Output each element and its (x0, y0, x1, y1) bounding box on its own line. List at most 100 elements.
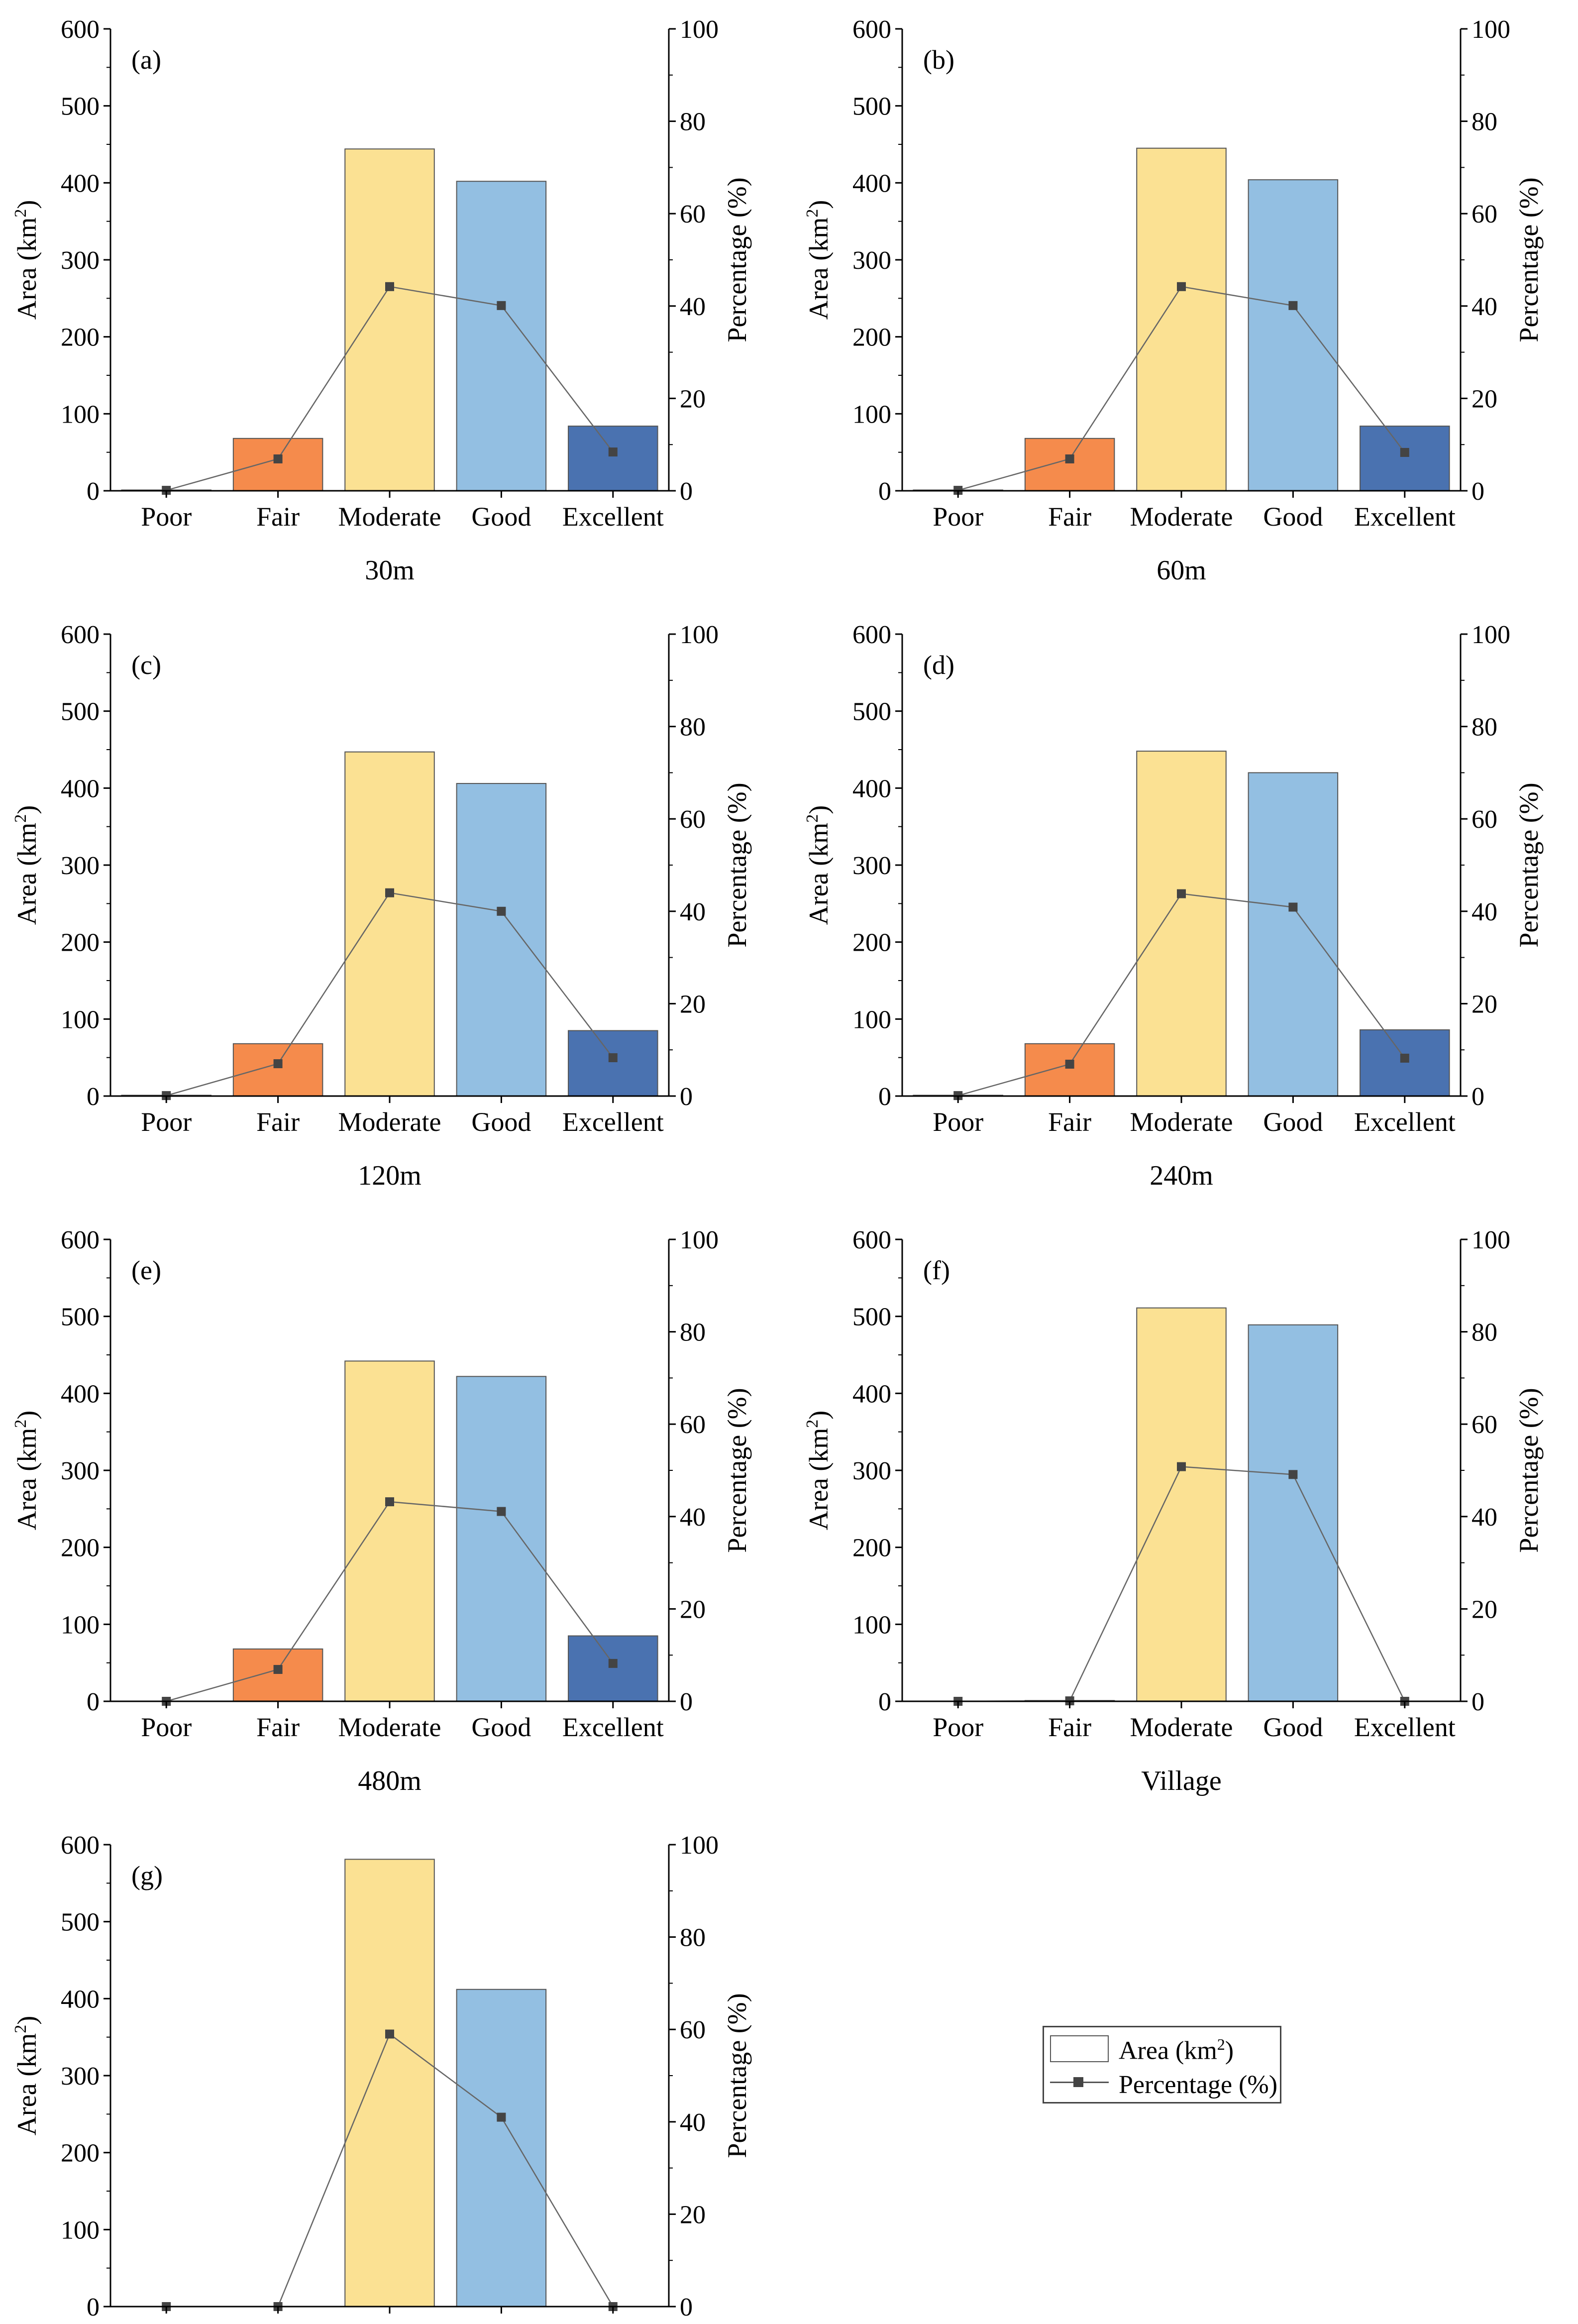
bar-excellent (1360, 426, 1450, 492)
percentage-point-good (1288, 1470, 1298, 1479)
bar-fair (232, 438, 323, 491)
x-tick-label-fair: Fair (256, 502, 300, 532)
right-tick-label: 80 (1472, 1319, 1497, 1347)
x-tick-label-moderate: Moderate (338, 1107, 441, 1137)
percentage-point-fair (1065, 1059, 1074, 1069)
right-tick-label: 0 (680, 2293, 693, 2322)
left-tick-label: 400 (61, 1985, 100, 2013)
left-tick-label: 600 (61, 621, 100, 649)
left-tick-label: 200 (61, 324, 100, 352)
left-tick-label: 200 (61, 2139, 100, 2168)
x-tick-label-excellent: Excellent (562, 502, 664, 532)
legend-entry-area: Area (km2) (1044, 2031, 1280, 2066)
bar-moderate (1136, 147, 1227, 491)
x-tick-label-fair: Fair (1048, 1107, 1091, 1137)
bar-fair (232, 1648, 323, 1702)
left-tick-label: 100 (61, 1005, 100, 1034)
left-tick-label: 300 (61, 852, 100, 880)
left-tick-label: 300 (852, 852, 891, 880)
right-tick-label: 80 (680, 713, 706, 742)
left-axis-title: Area (km2) (803, 1411, 834, 1530)
right-tick-label: 0 (1472, 1688, 1484, 1716)
left-tick-label: 600 (852, 621, 891, 649)
left-axis-title: Area (km2) (803, 200, 834, 320)
x-tick-label-excellent: Excellent (1354, 502, 1456, 532)
panel-caption: 480m (358, 1766, 421, 1796)
x-tick-label-fair: Fair (1048, 502, 1091, 532)
left-tick-label: 500 (852, 1303, 891, 1331)
left-tick-label: 0 (87, 2293, 100, 2322)
left-tick-label: 100 (61, 1611, 100, 1639)
left-tick-label: 100 (61, 400, 100, 429)
left-axis-title: Area (km2) (11, 1411, 42, 1530)
chart-panel-6: 0 100 200 300 400 500 600 0 20 40 60 80 100 (g) Area (… (11, 1831, 752, 2322)
left-tick-label: 0 (878, 1688, 891, 1716)
left-tick-label: 600 (852, 15, 891, 44)
panel-label: (a) (131, 45, 161, 75)
left-tick-label: 400 (852, 1380, 891, 1408)
percentage-point-moderate (1177, 889, 1186, 898)
x-tick-label-excellent: Excellent (562, 1107, 664, 1137)
left-tick-label: 600 (61, 1831, 100, 1860)
left-tick-label: 500 (61, 1908, 100, 1937)
left-tick-label: 500 (61, 1303, 100, 1331)
panel-label: (b) (923, 45, 954, 75)
x-tick-label-poor: Poor (141, 502, 192, 532)
percentage-point-moderate (385, 282, 394, 291)
left-tick-label: 400 (852, 169, 891, 198)
right-axis-title: Percentage (%) (722, 1993, 752, 2158)
right-tick-label: 100 (1472, 15, 1510, 44)
percentage-point-moderate (1177, 282, 1186, 291)
percentage-point-moderate (385, 1497, 394, 1507)
legend-area-label: Area (km2) (1119, 2035, 1234, 2065)
left-tick-label: 500 (852, 93, 891, 121)
bar-fair (1024, 1043, 1115, 1097)
x-tick-label-moderate: Moderate (1130, 502, 1233, 532)
left-tick-label: 100 (852, 1005, 891, 1034)
x-tick-label-good: Good (471, 1712, 531, 1742)
percentage-point-fair (273, 454, 283, 463)
percentage-point-excellent (608, 1659, 618, 1668)
percentage-point-fair (1065, 454, 1074, 463)
left-tick-label: 600 (61, 1226, 100, 1254)
panel-label: (f) (923, 1255, 950, 1285)
left-axis-title: Area (km2) (11, 805, 42, 925)
left-tick-label: 300 (61, 2062, 100, 2091)
right-tick-label: 0 (680, 477, 693, 506)
left-tick-label: 200 (852, 324, 891, 352)
right-tick-label: 20 (680, 1595, 706, 1624)
left-tick-label: 300 (852, 1457, 891, 1485)
percentage-point-excellent (608, 1053, 618, 1062)
right-tick-label: 60 (1472, 805, 1497, 834)
percentage-point-moderate (385, 2029, 394, 2039)
percentage-point-excellent (608, 447, 618, 457)
left-tick-label: 100 (852, 1611, 891, 1639)
left-tick-label: 0 (878, 1083, 891, 1111)
right-tick-label: 80 (680, 1924, 706, 1952)
right-tick-label: 80 (1472, 713, 1497, 742)
right-tick-label: 0 (1472, 477, 1484, 506)
bar-moderate (344, 751, 435, 1097)
right-tick-label: 40 (680, 898, 706, 926)
x-tick-label-moderate: Moderate (338, 502, 441, 532)
right-tick-label: 20 (1472, 1595, 1497, 1624)
left-tick-label: 500 (852, 698, 891, 726)
right-tick-label: 60 (1472, 1411, 1497, 1439)
panel-label: (e) (131, 1255, 161, 1285)
right-tick-label: 60 (1472, 200, 1497, 228)
left-tick-label: 600 (61, 15, 100, 44)
right-tick-label: 0 (680, 1083, 693, 1111)
right-tick-label: 100 (1472, 621, 1510, 649)
right-axis-title: Percentage (%) (722, 177, 752, 342)
percentage-point-good (497, 1507, 506, 1516)
bar-excellent (1360, 1029, 1450, 1097)
x-tick-label-poor: Poor (933, 502, 983, 532)
bar-good (456, 783, 547, 1097)
x-tick-label-good: Good (1263, 1107, 1323, 1137)
right-tick-label: 40 (680, 2108, 706, 2137)
x-tick-label-poor: Poor (141, 1107, 192, 1137)
x-tick-label-excellent: Excellent (1354, 1712, 1456, 1742)
left-tick-label: 600 (852, 1226, 891, 1254)
right-axis-title: Percentage (%) (1514, 177, 1544, 342)
